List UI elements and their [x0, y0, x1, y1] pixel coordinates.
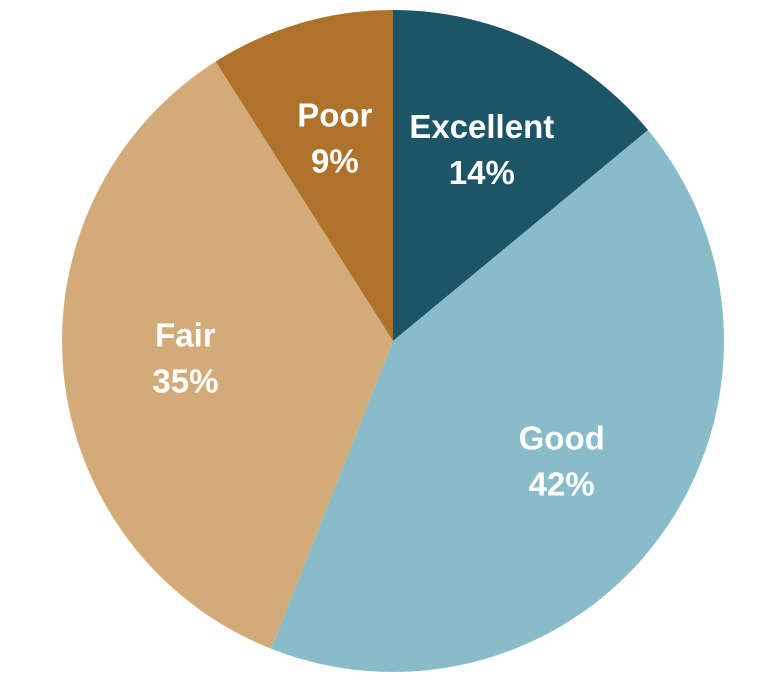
value-label: 42%: [529, 465, 595, 502]
slice-label: Good: [519, 419, 605, 456]
value-label: 14%: [449, 154, 515, 191]
value-label: 35%: [152, 362, 218, 399]
pie-slice: [61, 61, 393, 649]
slice-label: Excellent: [409, 108, 554, 145]
pie-slice: [271, 130, 724, 672]
slice-label: Fair: [155, 316, 216, 353]
pie-slice: [215, 10, 393, 341]
value-label: 9%: [311, 142, 359, 179]
pie-slice: [393, 10, 649, 341]
slice-label: Poor: [297, 96, 372, 133]
